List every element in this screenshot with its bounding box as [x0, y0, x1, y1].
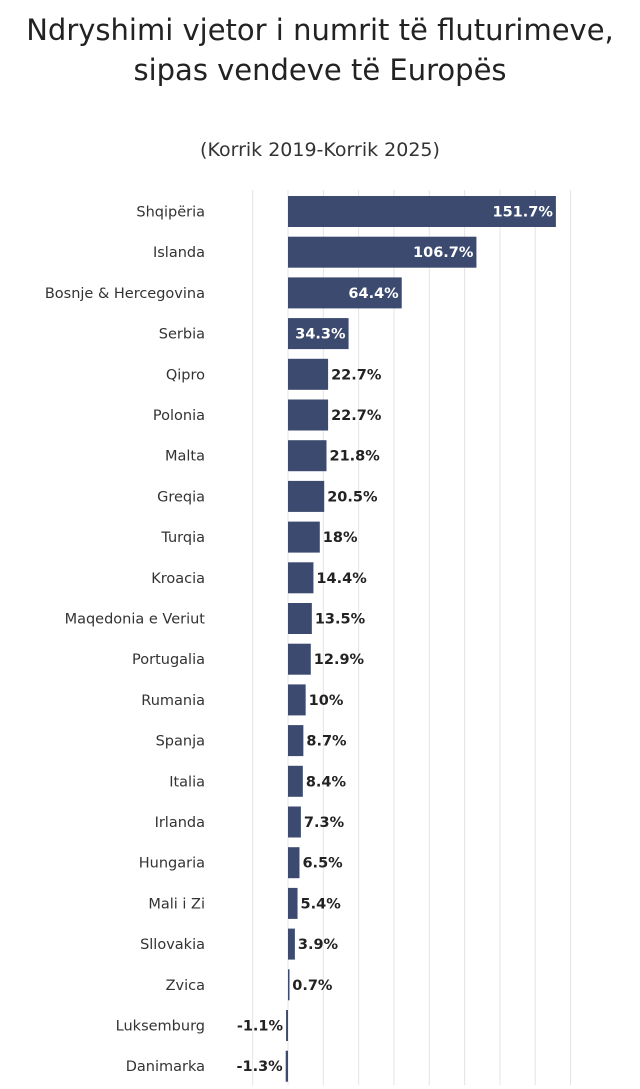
bar [285, 1050, 288, 1082]
value-label: 3.9% [298, 937, 339, 953]
value-label: 5.4% [301, 896, 342, 912]
value-label: 8.4% [306, 774, 347, 790]
category-label: Italia [169, 774, 205, 790]
bar [288, 318, 349, 350]
bar [288, 358, 329, 390]
value-label: 13.5% [315, 612, 366, 628]
category-label: Sllovakia [140, 937, 205, 953]
category-label: Luksemburg [116, 1019, 205, 1035]
bar [288, 969, 290, 1001]
value-label: 12.9% [314, 652, 365, 668]
category-label: Turqia [160, 530, 205, 546]
category-label: Irlanda [155, 815, 205, 831]
category-label: Kroacia [151, 571, 205, 587]
value-label: 34.3% [295, 327, 346, 343]
value-label: 18% [323, 530, 358, 546]
value-label: 6.5% [302, 856, 343, 872]
value-label: 21.8% [329, 449, 380, 465]
bar [288, 521, 320, 553]
category-label: Zvica [166, 978, 205, 994]
bar [288, 440, 327, 472]
value-label: 7.3% [304, 815, 345, 831]
category-label: Polonia [153, 408, 205, 424]
category-label: Malta [165, 449, 205, 465]
value-label: 64.4% [348, 286, 399, 302]
category-label: Rumania [141, 693, 205, 709]
value-label: 22.7% [331, 408, 382, 424]
value-label: 0.7% [292, 978, 333, 994]
bar [288, 725, 304, 757]
bars [285, 196, 556, 1082]
value-label: -1.1% [237, 1019, 284, 1035]
bar [288, 562, 314, 594]
value-label: -1.3% [236, 1059, 283, 1075]
category-label: Qipro [166, 367, 205, 383]
bar [288, 277, 402, 309]
value-label: 8.7% [306, 734, 347, 750]
category-label: Maqedonia e Veriut [65, 612, 206, 628]
category-label: Shqipëria [136, 205, 205, 221]
bar [288, 928, 295, 960]
category-label: Spanja [156, 734, 205, 750]
bar [288, 480, 325, 512]
value-label: 10% [309, 693, 344, 709]
bar [288, 806, 301, 838]
value-label: 20.5% [327, 489, 378, 505]
category-label: Greqia [157, 489, 205, 505]
category-label: Hungaria [139, 856, 205, 872]
chart-subtitle: (Korrik 2019-Korrik 2025) [200, 139, 440, 161]
category-label: Islanda [153, 245, 205, 261]
bar [288, 643, 311, 675]
category-label: Bosnje & Hercegovina [45, 286, 205, 302]
value-label: 106.7% [413, 245, 474, 261]
bar [288, 196, 556, 227]
bar [288, 603, 312, 634]
value-label: 14.4% [316, 571, 367, 587]
chart-title-text: Ndryshimi vjetor i numrit të fluturimeve… [26, 13, 614, 87]
category-labels: Shqipëria Islanda Bosnje & Hercegovina Serb… [45, 205, 205, 1076]
category-label: Danimarka [126, 1059, 205, 1075]
bar [288, 399, 329, 431]
category-label: Mali i Zi [148, 896, 205, 912]
bar [288, 236, 477, 268]
bar [288, 684, 306, 716]
bar [288, 765, 303, 797]
bar [286, 1010, 288, 1041]
bar [288, 847, 300, 879]
value-labels: 151.7% 106.7% 64.4% 34.3% 22.7% 22.7% 21.8% 20.… [236, 205, 553, 1076]
category-label: Portugalia [132, 652, 205, 668]
value-label: 151.7% [492, 205, 553, 221]
category-label: Serbia [159, 327, 205, 343]
value-label: 22.7% [331, 367, 382, 383]
bar [288, 887, 298, 919]
chart-title: Ndryshimi vjetor i numrit të fluturimeve… [0, 10, 640, 90]
